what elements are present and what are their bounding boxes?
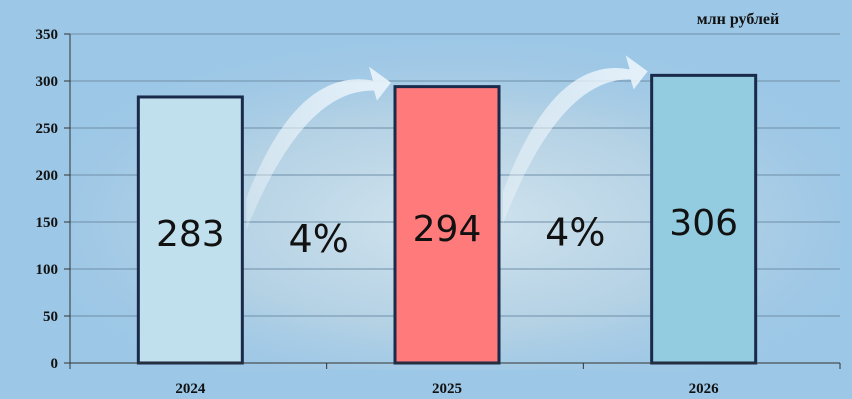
y-tick-label: 350	[36, 27, 59, 43]
y-tick-label: 0	[51, 356, 59, 372]
x-tick-label: 2025	[432, 381, 462, 397]
growth-arrow	[503, 55, 648, 224]
y-tick-label: 150	[36, 215, 59, 231]
y-tick-label: 250	[36, 121, 59, 137]
bars: 283 294 306	[136, 73, 758, 365]
x-axis: 2024 2025 2026	[69, 362, 841, 397]
bar-value-label: 294	[413, 209, 482, 250]
bar-2026	[650, 73, 758, 365]
growth-percent-label: 4%	[545, 211, 605, 255]
bar-2024	[136, 95, 244, 365]
y-tick-label: 200	[36, 168, 59, 184]
unit-label: млн рублей	[697, 11, 779, 28]
x-tick-label: 2024	[175, 381, 206, 397]
bar-value-label: 306	[669, 203, 738, 244]
y-tick-label: 300	[36, 74, 59, 90]
y-tick-label: 50	[43, 309, 58, 325]
growth-percent-label: 4%	[289, 217, 349, 261]
x-tick-label: 2026	[689, 381, 720, 397]
bar-2025	[393, 85, 501, 365]
y-axis: 0 50 100 150 200 250 300 350	[36, 27, 71, 372]
bar-value-label: 283	[156, 214, 225, 255]
growth-arrows: 4% 4%	[246, 55, 648, 261]
growth-arrow	[246, 66, 391, 231]
y-tick-label: 100	[36, 262, 59, 278]
